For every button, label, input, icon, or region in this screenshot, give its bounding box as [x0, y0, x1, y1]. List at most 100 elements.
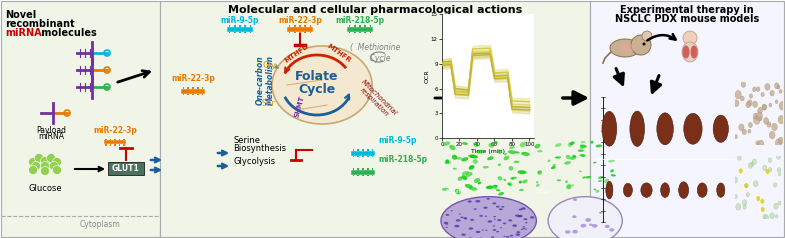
Bar [105, 139, 107, 140]
Bar [309, 25, 311, 26]
Text: Folate: Folate [295, 70, 339, 84]
Circle shape [460, 217, 463, 218]
Circle shape [754, 181, 758, 187]
Ellipse shape [566, 155, 571, 159]
Ellipse shape [661, 183, 670, 198]
Circle shape [741, 82, 746, 87]
Bar [367, 174, 369, 176]
Bar [299, 31, 301, 33]
Circle shape [519, 209, 522, 210]
Ellipse shape [572, 155, 576, 157]
Circle shape [746, 102, 750, 108]
Circle shape [518, 215, 523, 217]
Bar [349, 25, 350, 26]
Ellipse shape [565, 180, 568, 183]
Circle shape [509, 235, 513, 237]
Bar [119, 144, 120, 145]
Circle shape [774, 203, 779, 209]
Circle shape [770, 90, 774, 96]
Ellipse shape [610, 169, 614, 172]
Circle shape [487, 220, 492, 223]
Circle shape [756, 87, 760, 92]
Ellipse shape [535, 144, 540, 149]
Circle shape [763, 214, 766, 219]
Bar [183, 94, 184, 95]
Circle shape [776, 139, 782, 147]
Circle shape [31, 162, 41, 170]
Circle shape [502, 223, 506, 224]
Ellipse shape [579, 170, 582, 172]
Ellipse shape [713, 115, 728, 142]
Circle shape [498, 219, 502, 221]
Ellipse shape [623, 183, 633, 197]
Ellipse shape [442, 188, 449, 191]
Ellipse shape [566, 184, 571, 189]
Ellipse shape [510, 177, 514, 180]
Circle shape [28, 158, 38, 167]
Text: (  Methionine
    Cycle: ( Methionine Cycle [350, 43, 400, 63]
Bar [352, 174, 354, 176]
Circle shape [762, 104, 767, 110]
Circle shape [744, 183, 748, 188]
Ellipse shape [537, 150, 542, 152]
Bar [105, 144, 107, 145]
Ellipse shape [498, 192, 504, 196]
Ellipse shape [606, 181, 613, 199]
Circle shape [491, 236, 495, 238]
Text: MTHFR: MTHFR [326, 43, 352, 63]
Bar [197, 94, 199, 95]
Ellipse shape [586, 176, 591, 178]
Circle shape [41, 167, 49, 175]
Bar [349, 31, 350, 33]
Ellipse shape [465, 184, 473, 188]
Bar [108, 162, 144, 175]
X-axis label: Time (min): Time (min) [471, 149, 505, 154]
Ellipse shape [443, 142, 450, 146]
Y-axis label: OCR: OCR [425, 69, 429, 83]
Circle shape [487, 198, 490, 200]
Circle shape [503, 236, 506, 237]
Bar [1, 1, 160, 237]
Circle shape [581, 224, 586, 228]
Bar [351, 169, 375, 174]
Circle shape [764, 118, 769, 124]
Bar [188, 94, 189, 95]
Circle shape [599, 212, 602, 214]
Bar [287, 26, 313, 31]
Bar [244, 25, 246, 26]
Circle shape [778, 173, 781, 176]
Bar [228, 31, 231, 33]
Circle shape [737, 155, 741, 160]
Text: Experimental therapy in: Experimental therapy in [620, 5, 754, 15]
Bar [305, 25, 306, 26]
Text: miRNA: miRNA [5, 28, 42, 38]
Circle shape [456, 219, 461, 222]
Circle shape [462, 233, 466, 236]
Bar [367, 155, 369, 157]
Text: Ser: Ser [262, 99, 276, 108]
Ellipse shape [691, 45, 698, 59]
Circle shape [734, 194, 737, 198]
Circle shape [732, 177, 738, 183]
Ellipse shape [596, 190, 600, 193]
Circle shape [35, 154, 43, 163]
Circle shape [585, 218, 591, 222]
Ellipse shape [515, 151, 520, 154]
Ellipse shape [503, 179, 506, 181]
Ellipse shape [596, 144, 602, 147]
Ellipse shape [468, 155, 475, 158]
Ellipse shape [462, 157, 469, 161]
Ellipse shape [476, 150, 484, 154]
Ellipse shape [553, 164, 556, 166]
Text: Molecular and cellular pharmacological actions: Molecular and cellular pharmacological a… [228, 5, 522, 15]
Circle shape [642, 43, 645, 45]
Text: Cytoplasm: Cytoplasm [79, 220, 120, 229]
Bar [367, 149, 369, 150]
Ellipse shape [521, 152, 530, 156]
Circle shape [733, 100, 739, 107]
Bar [188, 87, 189, 89]
Ellipse shape [604, 179, 609, 183]
Bar [228, 25, 231, 26]
Bar [244, 31, 246, 33]
Bar [362, 168, 363, 169]
